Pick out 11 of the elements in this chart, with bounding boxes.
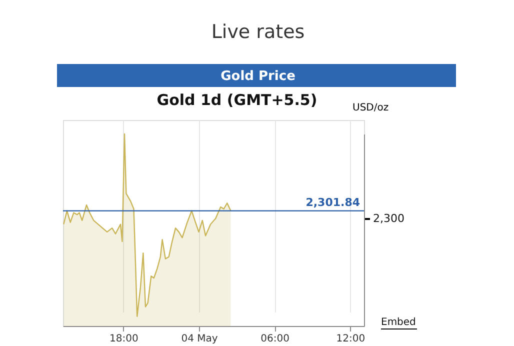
text: 2,300 [373,212,404,225]
x-tick-label: 04 May [181,334,218,344]
chart-title: Live rates [211,21,305,43]
x-tick-label: 18:00 [110,334,138,344]
x-tick-label: 06:00 [260,334,290,344]
x-tick-label: 12:00 [336,334,366,344]
chart-subtitle: Gold Price [220,69,296,84]
y-axis-title: USD/oz [352,102,389,114]
text: Gold 1d (GMT+5.5) [156,91,318,109]
text: Embed [381,317,416,328]
annotation: 2,301.84 [306,196,360,209]
